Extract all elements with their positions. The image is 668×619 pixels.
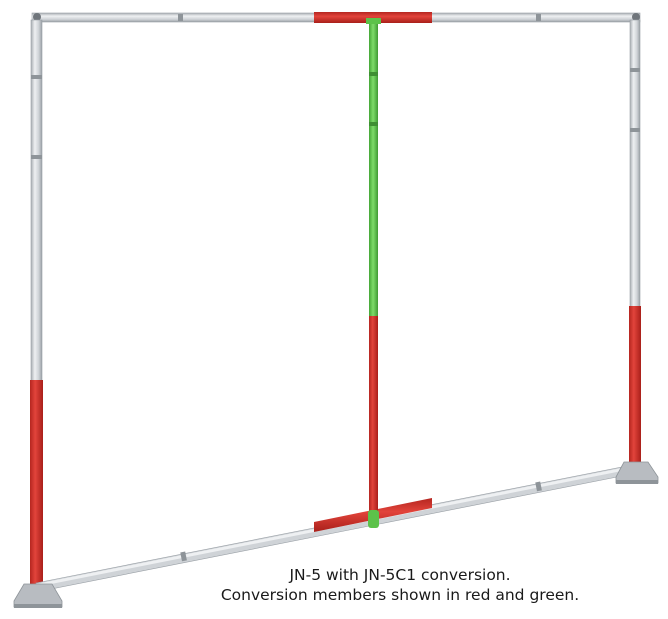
left-upright <box>30 19 43 383</box>
top-left-corner-knob <box>33 13 41 21</box>
left-foot <box>13 583 63 608</box>
left-upright-conversion-red <box>30 380 43 588</box>
caption-line-1: JN-5 with JN-5C1 conversion. <box>289 566 511 584</box>
center-pole-joint <box>369 72 378 76</box>
top-crossbar-joint <box>536 14 541 21</box>
center-pole-conversion-red <box>369 316 378 513</box>
center-pole-top-clamp <box>366 18 381 24</box>
center-pole-base-clamp <box>368 510 379 528</box>
right-foot <box>615 461 659 484</box>
top-right-corner-knob <box>632 13 640 21</box>
right-upright <box>629 19 641 309</box>
center-pole-joint <box>369 122 378 126</box>
top-crossbar-conversion-red <box>314 12 432 23</box>
center-pole-conversion-green <box>369 22 378 318</box>
right-upright-conversion-red <box>629 306 641 464</box>
top-crossbar-joint <box>178 14 183 21</box>
caption-line-2: Conversion members shown in red and gree… <box>220 586 580 604</box>
